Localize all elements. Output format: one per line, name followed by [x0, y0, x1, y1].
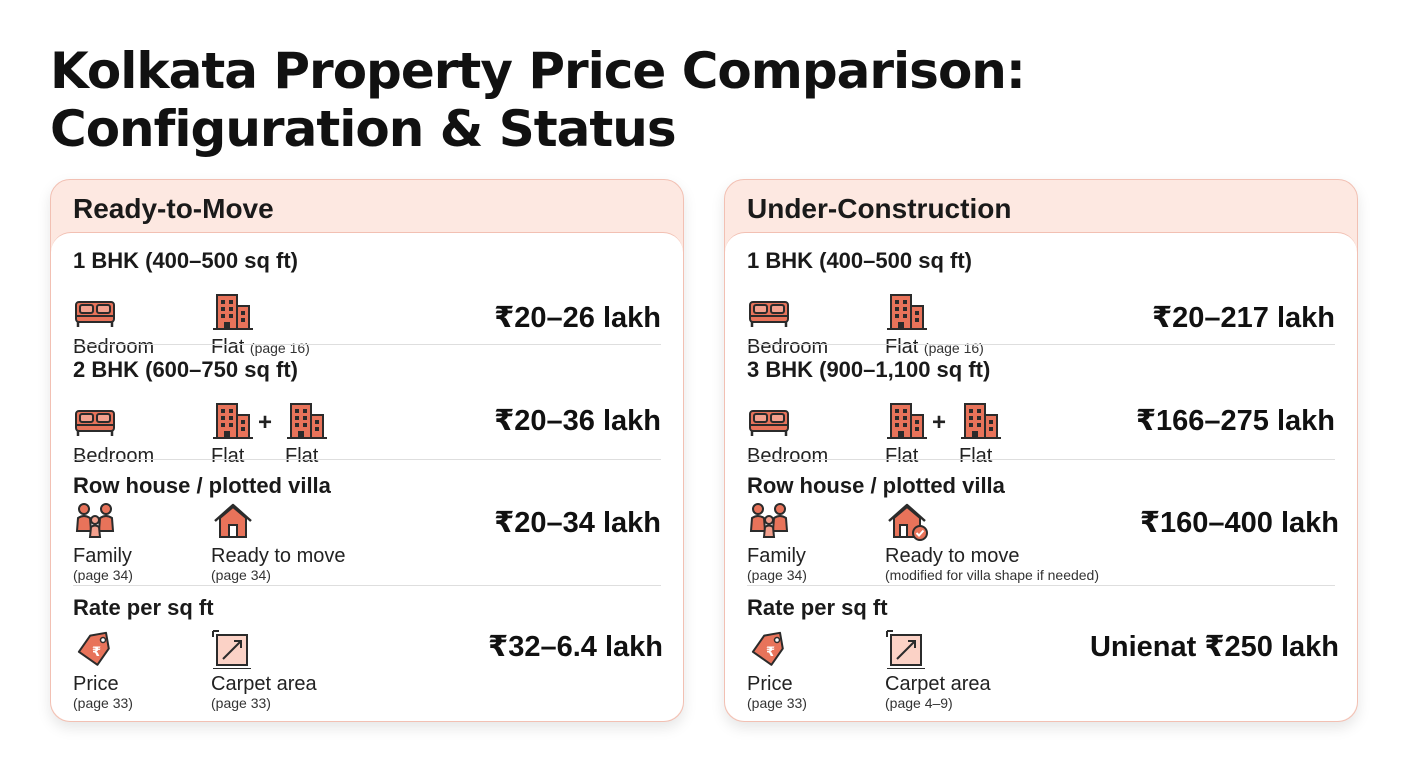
- row-title: 3 BHK (900–1,100 sq ft): [747, 357, 991, 382]
- item-label: Bedroom: [747, 445, 829, 467]
- page-title: Kolkata Property Price Comparison: Confi…: [50, 42, 1026, 158]
- row-title: Row house / plotted villa: [73, 473, 331, 498]
- row-title: Rate per sq ft: [73, 595, 214, 620]
- item-sub: (page 33): [747, 695, 807, 711]
- price-value: Unienat ₹250 lakh: [1089, 631, 1339, 663]
- item-label: Flat: [885, 445, 919, 467]
- item-label: Carpet area: [211, 673, 317, 695]
- item-sub: (page 33): [73, 695, 133, 711]
- item-sub: (modified for villa shape if needed): [885, 567, 1100, 583]
- price-tag-icon: [73, 629, 117, 669]
- item-label: Price: [73, 673, 119, 695]
- row-title: 1 BHK (400–500 sq ft): [73, 248, 298, 273]
- card-header-under: Under-Construction: [747, 193, 1012, 224]
- item-label: Flat: [885, 336, 919, 358]
- row-divider: [73, 459, 661, 460]
- card-header-ready: Ready-to-Move: [73, 193, 274, 224]
- row-divider: [747, 585, 1335, 586]
- row-3bhk-under: 3 BHK (900–1,100 sq ft) Bedroom Flat + F…: [725, 357, 1357, 467]
- card-body-under: 1 BHK (400–500 sq ft) Bedroom Flat (page…: [725, 232, 1357, 721]
- row-rate-under: Rate per sq ft Price (page 33) Carpet ar…: [725, 595, 1357, 711]
- item-label: Flat: [959, 445, 993, 467]
- page-title-line-1: Kolkata Property Price Comparison:: [50, 42, 1026, 100]
- row-title: 2 BHK (600–750 sq ft): [73, 357, 298, 382]
- building-icon: [211, 401, 255, 441]
- price-value: ₹166–275 lakh: [1135, 405, 1335, 437]
- bed-icon: [73, 401, 117, 441]
- building-icon: [885, 401, 929, 441]
- row-divider: [747, 344, 1335, 345]
- item-sub: (page 34): [211, 567, 271, 583]
- carpet-area-icon: [211, 629, 255, 669]
- bed-icon: [747, 292, 791, 332]
- item-label: Price: [747, 673, 793, 695]
- plus-sign: +: [258, 409, 273, 436]
- building-icon: [285, 401, 329, 441]
- price-value: ₹32–6.4 lakh: [488, 631, 663, 663]
- item-label: Family: [73, 545, 132, 567]
- plus-sign: +: [932, 409, 947, 436]
- item-label: Ready to move: [885, 545, 1020, 567]
- item-note: (page 16): [923, 340, 984, 356]
- row-villa-ready: Row house / plotted villa Family (page 3…: [51, 473, 683, 583]
- page-title-line-2: Configuration & Status: [50, 100, 677, 158]
- item-sub: (page 34): [747, 567, 807, 583]
- item-label: Flat: [285, 445, 319, 467]
- row-title: 1 BHK (400–500 sq ft): [747, 248, 972, 273]
- price-value: ₹20–217 lakh: [1151, 302, 1335, 334]
- row-1bhk-under: 1 BHK (400–500 sq ft) Bedroom Flat (page…: [725, 248, 1357, 358]
- row-title: Rate per sq ft: [747, 595, 888, 620]
- item-label: Bedroom: [747, 336, 829, 358]
- item-note: (page 16): [249, 340, 310, 356]
- item-sub: (page 34): [73, 567, 133, 583]
- row-divider: [747, 459, 1335, 460]
- row-title: Row house / plotted villa: [747, 473, 1005, 498]
- bed-icon: [747, 401, 791, 441]
- row-rate-ready: Rate per sq ft Price (page 33) Carpet ar…: [51, 595, 683, 711]
- carpet-area-icon: [885, 629, 929, 669]
- item-label: Family: [747, 545, 806, 567]
- ready-to-move-card: Ready-to-Move 1 BHK (400–500 sq ft) Bedr…: [50, 179, 684, 722]
- row-divider: [73, 585, 661, 586]
- house-icon: [211, 501, 255, 541]
- item-label: Ready to move: [211, 545, 346, 567]
- building-icon: [885, 292, 929, 332]
- family-icon: [747, 501, 791, 541]
- row-1bhk-ready: 1 BHK (400–500 sq ft) Bedroom Flat (page…: [51, 248, 683, 358]
- family-icon: [73, 501, 117, 541]
- item-label: Flat: [211, 336, 245, 358]
- row-2bhk-ready: 2 BHK (600–750 sq ft) Bedroom Flat + Fla…: [51, 357, 683, 467]
- item-label: Bedroom: [73, 336, 155, 358]
- item-label: Bedroom: [73, 445, 155, 467]
- price-tag-icon: [747, 629, 791, 669]
- row-divider: [73, 344, 661, 345]
- item-sub: (page 4–9): [885, 695, 953, 711]
- item-sub: (page 33): [211, 695, 271, 711]
- price-value: ₹20–34 lakh: [494, 507, 661, 539]
- building-icon: [211, 292, 255, 332]
- card-body-ready: 1 BHK (400–500 sq ft) Bedroom Flat (page…: [51, 232, 683, 721]
- house-check-icon: [885, 501, 929, 541]
- item-label: Flat: [211, 445, 245, 467]
- price-value: ₹160–400 lakh: [1139, 507, 1339, 539]
- item-label: Carpet area: [885, 673, 991, 695]
- price-value: ₹20–36 lakh: [494, 405, 661, 437]
- under-construction-card: Under-Construction 1 BHK (400–500 sq ft)…: [724, 179, 1358, 722]
- building-icon: [959, 401, 1003, 441]
- price-value: ₹20–26 lakh: [494, 302, 661, 334]
- row-villa-under: Row house / plotted villa Family (page 3…: [725, 473, 1357, 583]
- bed-icon: [73, 292, 117, 332]
